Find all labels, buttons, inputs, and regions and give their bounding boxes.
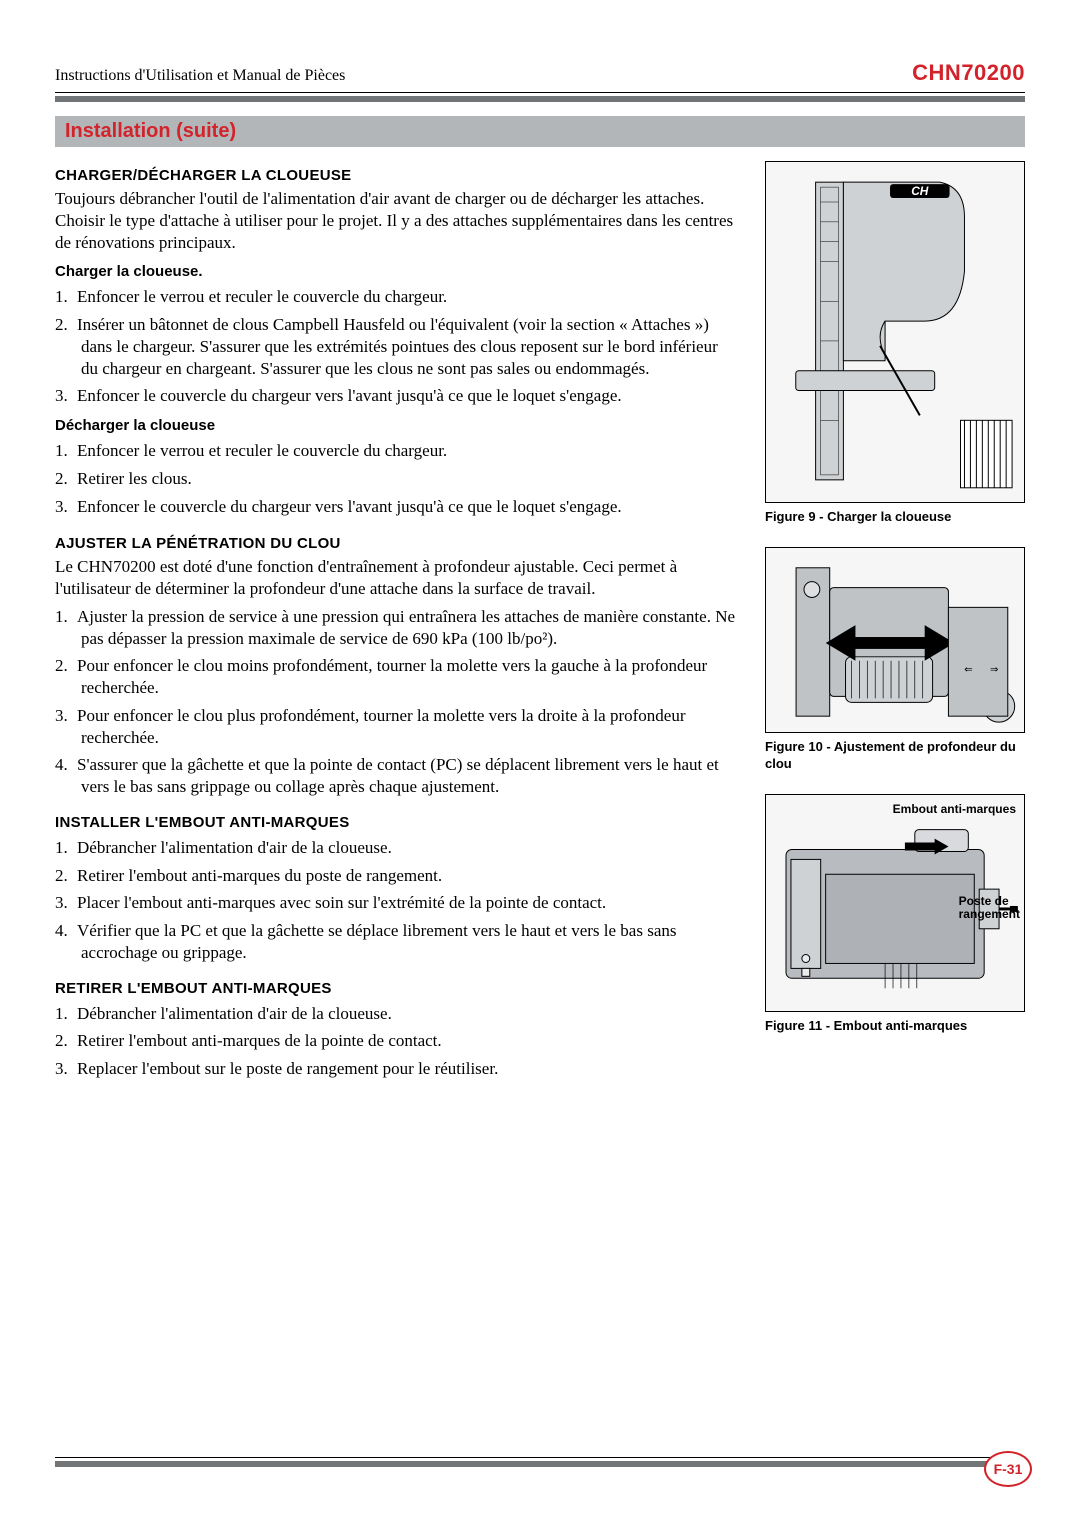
list-item: Retirer l'embout anti-marques de la poin… <box>55 1030 737 1052</box>
figure-11-caption: Figure 11 - Embout anti-marques <box>765 1018 1025 1034</box>
list-item: Pour enfoncer le clou plus profondément,… <box>55 705 737 749</box>
list-item: Enfoncer le couvercle du chargeur vers l… <box>55 385 737 407</box>
sec2-list: Ajuster la pression de service à une pre… <box>55 606 737 798</box>
left-column: CHARGER/DÉCHARGER LA CLOUEUSE Toujours d… <box>55 161 737 1084</box>
footer-rules <box>55 1457 1025 1467</box>
list-item: Débrancher l'alimentation d'air de la cl… <box>55 1003 737 1025</box>
page-header: Instructions d'Utilisation et Manual de … <box>55 60 1025 86</box>
section-title: Installation (suite) <box>65 120 236 142</box>
sec2-heading: AJUSTER LA PÉNÉTRATION DU CLOU <box>55 535 737 552</box>
sec3-list: Débrancher l'alimentation d'air de la cl… <box>55 837 737 964</box>
sec1-sub1: Charger la cloueuse. <box>55 263 737 280</box>
figure-10-caption: Figure 10 - Ajustement de profondeur du … <box>765 739 1025 772</box>
list-item: Enfoncer le couvercle du chargeur vers l… <box>55 496 737 518</box>
sec4-heading: RETIRER L'EMBOUT ANTI-MARQUES <box>55 980 737 997</box>
list-item: Retirer les clous. <box>55 468 737 490</box>
figure-10: ⇐ ⇒ <box>765 547 1025 733</box>
figure-9: CH <box>765 161 1025 503</box>
sec1-sub2: Décharger la cloueuse <box>55 417 737 434</box>
list-item: Ajuster la pression de service à une pre… <box>55 606 737 650</box>
page-number-badge: F-31 <box>984 1451 1032 1487</box>
rule-thin <box>55 92 1025 93</box>
list-item: Enfoncer le verrou et reculer le couverc… <box>55 286 737 308</box>
section-banner: Installation (suite) <box>55 116 1025 147</box>
svg-text:⇒: ⇒ <box>990 665 998 676</box>
brand-text: CH <box>911 184 929 198</box>
list-item: Replacer l'embout sur le poste de rangem… <box>55 1058 737 1080</box>
right-column: CH Figure 9 - Charger la cloueuse <box>765 161 1025 1056</box>
nailer-illustration: CH <box>766 162 1024 502</box>
sec1-heading: CHARGER/DÉCHARGER LA CLOUEUSE <box>55 167 737 184</box>
content-columns: CHARGER/DÉCHARGER LA CLOUEUSE Toujours d… <box>55 161 1025 1084</box>
sec3-heading: INSTALLER L'EMBOUT ANTI-MARQUES <box>55 814 737 831</box>
figure-11: Embout anti-marques Poste de rangement <box>765 794 1025 1012</box>
list-item: Placer l'embout anti-marques avec soin s… <box>55 892 737 914</box>
sec2-para: Le CHN70200 est doté d'une fonction d'en… <box>55 556 737 600</box>
header-left: Instructions d'Utilisation et Manual de … <box>55 67 345 85</box>
rule-thick <box>55 96 1025 102</box>
list-item: Débrancher l'alimentation d'air de la cl… <box>55 837 737 859</box>
sec1-list2: Enfoncer le verrou et reculer le couverc… <box>55 440 737 517</box>
depth-adjust-illustration: ⇐ ⇒ <box>766 548 1024 732</box>
header-model: CHN70200 <box>912 60 1025 86</box>
svg-text:⇐: ⇐ <box>964 665 972 676</box>
sec1-para: Toujours débrancher l'outil de l'aliment… <box>55 188 737 253</box>
list-item: Insérer un bâtonnet de clous Campbell Ha… <box>55 314 737 379</box>
list-item: S'assurer que la gâchette et que la poin… <box>55 754 737 798</box>
list-item: Vérifier que la PC et que la gâchette se… <box>55 920 737 964</box>
fig11-label-side: Poste de rangement <box>959 895 1020 921</box>
list-item: Enfoncer le verrou et reculer le couverc… <box>55 440 737 462</box>
sec1-list1: Enfoncer le verrou et reculer le couverc… <box>55 286 737 407</box>
list-item: Pour enfoncer le clou moins profondément… <box>55 655 737 699</box>
figure-9-caption: Figure 9 - Charger la cloueuse <box>765 509 1025 525</box>
fig11-label-top: Embout anti-marques <box>893 803 1016 816</box>
page-number: F-31 <box>994 1461 1023 1477</box>
sec4-list: Débrancher l'alimentation d'air de la cl… <box>55 1003 737 1080</box>
list-item: Retirer l'embout anti-marques du poste d… <box>55 865 737 887</box>
